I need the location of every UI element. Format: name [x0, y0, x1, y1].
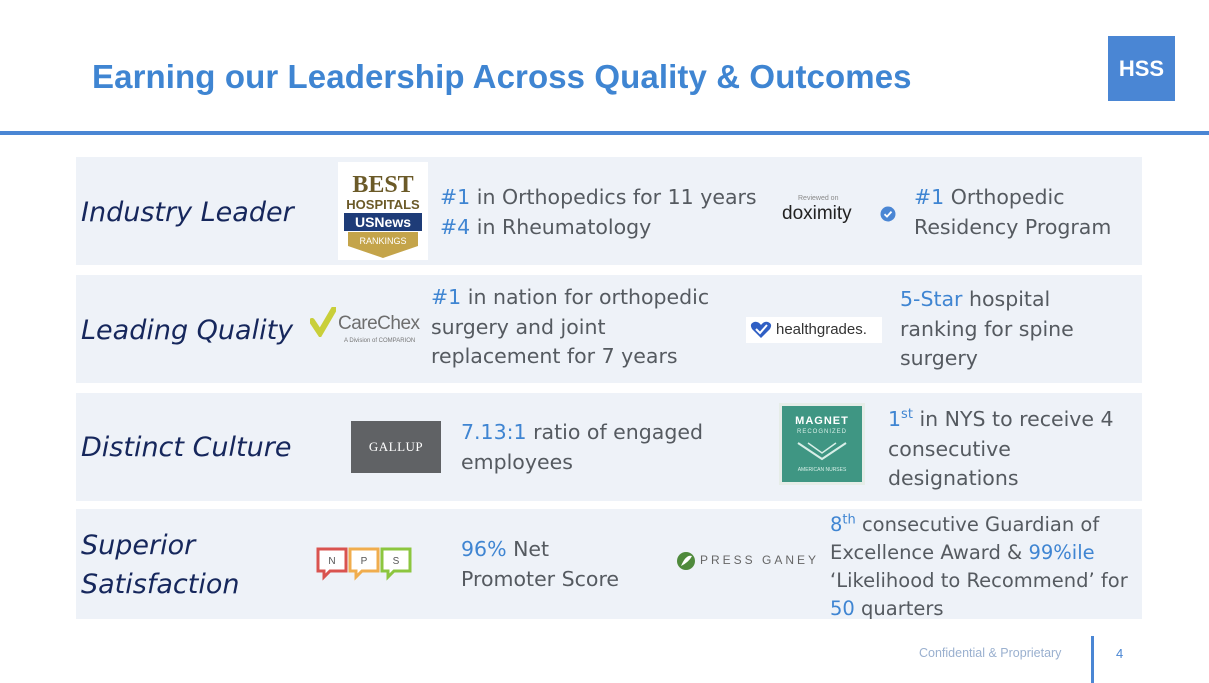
verified-check-icon: [880, 206, 896, 222]
hss-logo: HSS: [1108, 36, 1175, 101]
category-label: Superior: [81, 530, 196, 561]
category-label: Distinct Culture: [81, 432, 292, 463]
logo-text-best: BEST: [352, 172, 413, 198]
nps-letter-s: S: [393, 556, 400, 567]
stat-text-1: #1 in Orthopedics for 11 years #4 in Rhe…: [440, 185, 757, 239]
stat-text-2: 1st in NYS to receive 4 consecutive desi…: [888, 407, 1114, 490]
logo-text-usnews: USNews: [355, 214, 411, 230]
doximity-logo: Reviewed on doximity: [782, 195, 898, 227]
category-label: Satisfaction: [81, 569, 240, 600]
healthgrades-heart-icon: [750, 321, 772, 338]
row-industry-leader: Industry Leader BEST HOSPITALS USNews RA…: [76, 157, 1142, 265]
category-label: Leading Quality: [81, 315, 294, 346]
row-superior-satisfaction: Superior Satisfaction N P S 96% Net Prom…: [76, 509, 1142, 620]
stat-text-2: 8th consecutive Guardian of Excellence A…: [830, 512, 1128, 620]
footer-confidential: Confidential & Proprietary: [919, 646, 1062, 660]
footer-divider: [1091, 636, 1094, 683]
logo-text-hospitals: HOSPITALS: [346, 197, 420, 212]
healthgrades-logo: healthgrades.: [746, 317, 882, 343]
us-news-best-hospitals-logo: BEST HOSPITALS USNews RANKINGS: [338, 162, 428, 260]
nps-letter-n: N: [328, 556, 335, 567]
stat-text-2: 5-Star hospital ranking for spine surger…: [900, 287, 1074, 370]
gallup-logo: GALLUP: [351, 421, 441, 473]
title-divider: [0, 131, 1209, 135]
carechex-logo: CareChex A Division of COMPARION: [310, 305, 426, 349]
stat-text-1: 7.13:1 ratio of engaged employees: [461, 420, 704, 474]
stat-text-1: 96% Net Promoter Score: [461, 537, 620, 591]
slide-title: Earning our Leadership Across Quality & …: [92, 58, 912, 95]
category-label: Industry Leader: [81, 197, 294, 228]
carechex-check-icon: [310, 307, 336, 337]
nps-letter-p: P: [361, 556, 368, 567]
page-number: 4: [1116, 646, 1124, 661]
row-leading-quality: Leading Quality CareChex A Division of C…: [76, 275, 1142, 383]
stat-text-2: #1 Orthopedic Residency Program: [914, 185, 1112, 239]
row-distinct-culture: Distinct Culture GALLUP 7.13:1 ratio of …: [76, 393, 1142, 501]
magnet-emblem-icon: [797, 442, 847, 461]
press-ganey-logo: PRESS GANEY: [676, 549, 828, 575]
nps-logo: N P S: [316, 547, 412, 585]
magnet-recognized-logo: MAGNET RECOGNIZED AMERICAN NURSES: [779, 403, 865, 485]
logo-text-rankings: RANKINGS: [359, 236, 406, 246]
press-ganey-leaf-icon: [677, 552, 695, 570]
stat-text-1: #1 in nation for orthopedic surgery and …: [431, 285, 710, 368]
